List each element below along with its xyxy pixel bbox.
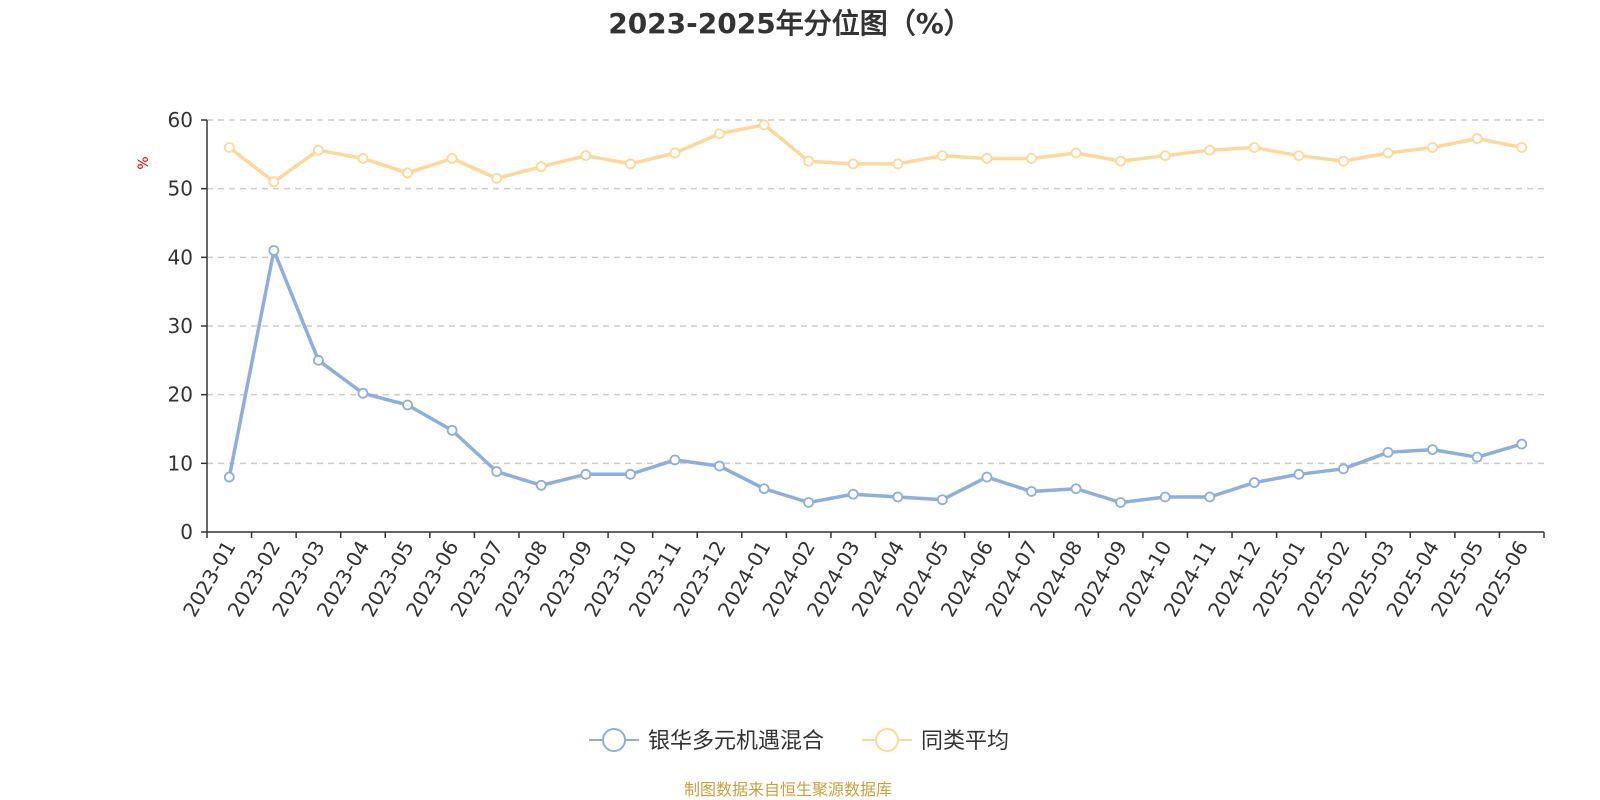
y-tick-label: 30 xyxy=(168,314,193,338)
data-point[interactable] xyxy=(357,387,369,399)
data-point[interactable] xyxy=(1115,497,1127,508)
data-point[interactable] xyxy=(669,147,681,159)
data-point[interactable] xyxy=(402,167,413,179)
source-note: 制图数据来自恒生聚源数据库 xyxy=(684,780,892,799)
data-point[interactable] xyxy=(1204,491,1216,503)
data-point[interactable] xyxy=(580,468,592,480)
data-point[interactable] xyxy=(268,245,280,256)
data-point[interactable] xyxy=(892,158,904,170)
data-point[interactable] xyxy=(268,176,280,188)
data-point[interactable] xyxy=(1293,150,1305,162)
data-point[interactable] xyxy=(1026,153,1037,164)
data-point[interactable] xyxy=(357,153,369,164)
axes: 01020304050602023-012023-022023-032023-0… xyxy=(168,108,1545,621)
data-point[interactable] xyxy=(1070,483,1082,495)
series-0 xyxy=(223,245,1528,508)
data-point[interactable] xyxy=(1293,468,1305,480)
data-point[interactable] xyxy=(1338,155,1349,167)
legend-label: 银华多元机遇混合 xyxy=(648,729,824,754)
legend-marker xyxy=(875,728,899,752)
data-point[interactable] xyxy=(1248,477,1260,488)
data-point[interactable] xyxy=(1427,444,1438,456)
series-lines xyxy=(223,119,1528,508)
data-point[interactable] xyxy=(1516,142,1528,153)
y-axis-label: % xyxy=(136,156,152,169)
y-tick-label: 40 xyxy=(168,245,193,269)
legend-item[interactable]: 银华多元机遇混合 xyxy=(589,728,824,754)
legend-label: 同类平均 xyxy=(921,729,1009,754)
y-tick-label: 60 xyxy=(168,108,193,132)
data-point[interactable] xyxy=(1204,144,1216,156)
data-point[interactable] xyxy=(624,158,636,170)
data-point[interactable] xyxy=(847,158,859,170)
y-tick-label: 10 xyxy=(168,451,193,475)
data-point[interactable] xyxy=(580,150,592,162)
data-point[interactable] xyxy=(1338,463,1349,475)
data-point[interactable] xyxy=(981,471,993,483)
data-point[interactable] xyxy=(892,491,904,503)
data-point[interactable] xyxy=(535,479,547,491)
data-point[interactable] xyxy=(1159,491,1171,503)
data-point[interactable] xyxy=(624,468,636,480)
data-point[interactable] xyxy=(1382,147,1394,159)
data-point[interactable] xyxy=(446,153,458,164)
series-line xyxy=(228,123,1523,184)
data-point[interactable] xyxy=(1159,150,1171,162)
data-point[interactable] xyxy=(936,494,948,506)
data-point[interactable] xyxy=(1382,446,1394,458)
data-point[interactable] xyxy=(803,497,815,508)
legend[interactable]: 银华多元机遇混合 同类平均 xyxy=(589,728,1009,754)
data-point[interactable] xyxy=(758,483,770,495)
chart-title: 2023-2025年分位图（%） xyxy=(608,7,972,40)
data-point[interactable] xyxy=(669,454,681,466)
data-point[interactable] xyxy=(313,144,324,156)
data-point[interactable] xyxy=(847,488,859,500)
data-point[interactable] xyxy=(1471,133,1483,144)
data-point[interactable] xyxy=(936,150,948,162)
grid-lines xyxy=(207,119,1544,465)
data-point[interactable] xyxy=(1516,438,1528,450)
data-point[interactable] xyxy=(535,161,547,173)
data-point[interactable] xyxy=(714,128,725,140)
data-point[interactable] xyxy=(223,471,235,483)
data-point[interactable] xyxy=(714,460,725,472)
y-tick-label: 50 xyxy=(168,177,193,201)
data-point[interactable] xyxy=(1026,486,1037,497)
data-point[interactable] xyxy=(1070,147,1082,159)
data-point[interactable] xyxy=(758,119,770,131)
data-point[interactable] xyxy=(1115,155,1127,167)
y-tick-label: 0 xyxy=(180,520,193,544)
data-point[interactable] xyxy=(313,354,324,366)
y-tick-label: 20 xyxy=(168,383,193,407)
data-point[interactable] xyxy=(803,155,815,167)
data-point[interactable] xyxy=(402,399,413,411)
series-1 xyxy=(223,119,1528,188)
series-line xyxy=(227,248,1523,505)
data-point[interactable] xyxy=(1248,142,1260,153)
data-point[interactable] xyxy=(981,153,993,164)
data-point[interactable] xyxy=(1471,451,1483,463)
legend-marker xyxy=(602,728,626,752)
data-point[interactable] xyxy=(1427,142,1438,153)
data-point[interactable] xyxy=(491,466,503,477)
legend-item[interactable]: 同类平均 xyxy=(862,728,1009,754)
data-point[interactable] xyxy=(491,172,503,184)
data-point[interactable] xyxy=(223,142,235,153)
data-point[interactable] xyxy=(446,424,458,436)
